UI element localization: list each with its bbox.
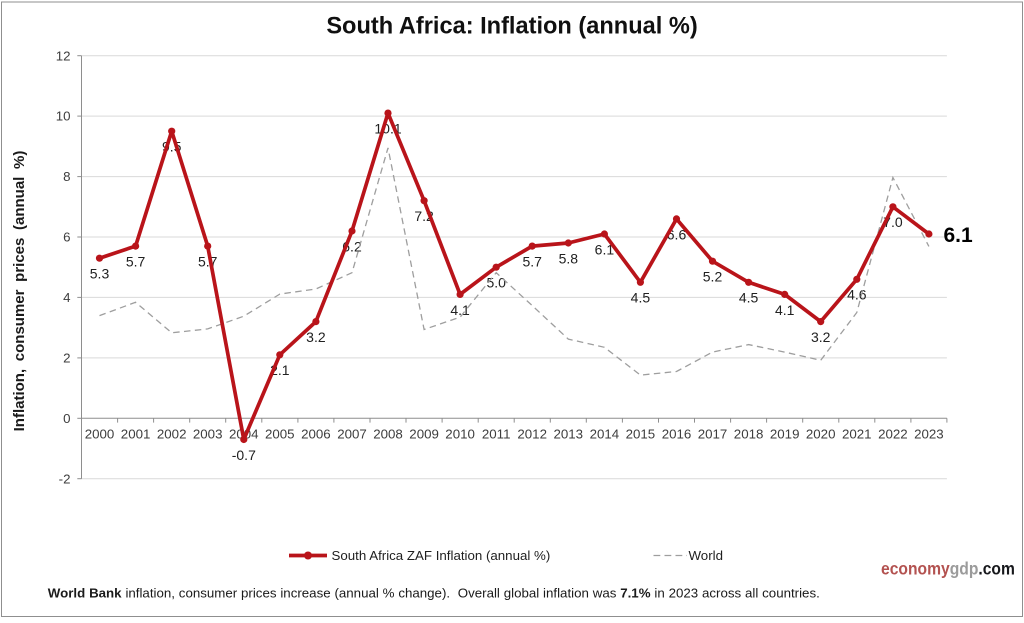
svg-text:.com: .com — [978, 559, 1015, 579]
svg-text:3.2: 3.2 — [306, 329, 326, 345]
svg-text:5.7: 5.7 — [126, 254, 146, 270]
svg-text:2013: 2013 — [554, 427, 584, 442]
svg-text:2006: 2006 — [301, 427, 331, 442]
svg-text:6: 6 — [63, 230, 70, 245]
svg-text:2010: 2010 — [445, 427, 475, 442]
svg-text:2017: 2017 — [698, 427, 728, 442]
svg-text:8: 8 — [63, 169, 70, 184]
svg-text:5.8: 5.8 — [559, 250, 579, 266]
svg-text:2023: 2023 — [914, 427, 944, 442]
svg-text:economy: economy — [881, 559, 950, 579]
svg-text:2011: 2011 — [482, 427, 511, 442]
svg-text:4.1: 4.1 — [775, 302, 795, 318]
svg-text:2020: 2020 — [806, 427, 836, 442]
svg-text:2014: 2014 — [590, 427, 620, 442]
svg-text:5.0: 5.0 — [486, 275, 506, 291]
svg-text:0: 0 — [63, 411, 70, 426]
svg-text:6.1: 6.1 — [944, 224, 974, 247]
svg-text:2012: 2012 — [517, 427, 547, 442]
svg-text:World Bank inflation, consumer: World Bank inflation, consumer prices in… — [48, 586, 820, 601]
svg-text:2022: 2022 — [878, 427, 908, 442]
svg-text:2003: 2003 — [193, 427, 223, 442]
svg-text:4: 4 — [63, 290, 70, 305]
svg-text:2009: 2009 — [409, 427, 439, 442]
svg-text:South Africa ZAF Inflation (an: South Africa ZAF Inflation (annual %) — [332, 548, 551, 563]
svg-text:2: 2 — [63, 351, 70, 366]
svg-text:2019: 2019 — [770, 427, 800, 442]
svg-text:2015: 2015 — [626, 427, 656, 442]
svg-text:2000: 2000 — [85, 427, 115, 442]
svg-text:Inflation, consumer prices (an: Inflation, consumer prices (annual %) — [11, 151, 28, 432]
svg-text:-0.7: -0.7 — [232, 447, 256, 463]
svg-text:5.3: 5.3 — [90, 266, 110, 282]
svg-text:4.5: 4.5 — [631, 290, 651, 306]
svg-text:gdp: gdp — [950, 559, 979, 579]
svg-text:10: 10 — [56, 109, 71, 124]
svg-text:5.7: 5.7 — [522, 254, 542, 270]
svg-text:3.2: 3.2 — [811, 329, 831, 345]
svg-text:2016: 2016 — [662, 427, 692, 442]
svg-text:4.5: 4.5 — [739, 290, 759, 306]
svg-text:2021: 2021 — [842, 427, 872, 442]
svg-text:2001: 2001 — [121, 427, 151, 442]
svg-text:South Africa: Inflation (annua: South Africa: Inflation (annual %) — [326, 13, 697, 39]
svg-text:6.1: 6.1 — [595, 241, 615, 257]
svg-text:2002: 2002 — [157, 427, 187, 442]
svg-text:12: 12 — [56, 48, 71, 63]
svg-text:2005: 2005 — [265, 427, 295, 442]
svg-text:2007: 2007 — [337, 427, 367, 442]
svg-text:2008: 2008 — [373, 427, 403, 442]
svg-text:5.2: 5.2 — [703, 269, 723, 285]
svg-text:2018: 2018 — [734, 427, 764, 442]
svg-text:4.6: 4.6 — [847, 287, 867, 303]
svg-text:World: World — [689, 548, 723, 563]
svg-text:4.1: 4.1 — [450, 302, 470, 318]
svg-text:-2: -2 — [59, 471, 71, 486]
